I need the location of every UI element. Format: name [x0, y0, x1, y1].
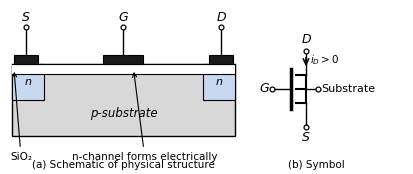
Text: G: G: [119, 11, 128, 24]
Text: (a) Schematic of physical structure: (a) Schematic of physical structure: [32, 160, 214, 170]
Text: n: n: [24, 77, 31, 87]
Text: S: S: [22, 11, 30, 24]
Text: n-channel forms electrically: n-channel forms electrically: [72, 73, 217, 162]
Text: S: S: [301, 131, 309, 144]
Text: (b) Symbol: (b) Symbol: [287, 160, 344, 170]
Bar: [14, 55, 38, 64]
Text: D: D: [216, 11, 225, 24]
Bar: [202, 64, 235, 100]
Text: SiO₂: SiO₂: [10, 73, 32, 162]
Text: Substrate: Substrate: [320, 84, 374, 94]
Text: $i_D>0$: $i_D>0$: [309, 53, 339, 67]
Text: D: D: [301, 33, 310, 46]
Text: n: n: [215, 77, 222, 87]
Bar: [103, 55, 143, 64]
Text: G: G: [259, 82, 268, 96]
Bar: [12, 64, 235, 74]
Bar: [209, 55, 233, 64]
Bar: [12, 64, 235, 136]
Bar: [12, 64, 44, 100]
Text: p-substrate: p-substrate: [90, 108, 157, 121]
